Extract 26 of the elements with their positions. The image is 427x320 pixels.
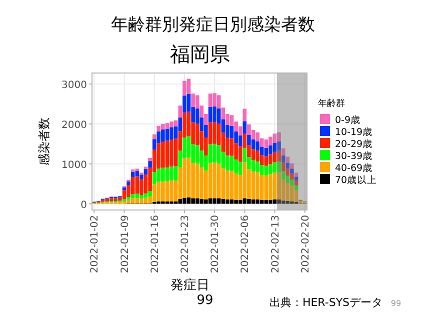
x-tick-label: 2022-02-06 [240,215,252,274]
y-tick-label: 1000 [62,160,87,171]
x-tick-label: 2022-01-09 [120,215,131,274]
source-note: 出典：HER-SYSデータ [269,296,383,309]
legend-label: 70歳以上 [335,174,378,186]
legend-title: 年齢群 [318,98,345,109]
y-tick-label: 2000 [62,120,87,131]
legend-label: 20-29歳 [335,138,373,150]
chart-title: 年齢群別発症日別感染者数 [111,15,315,35]
y-axis-title: 感染者数 [37,118,51,166]
x-tick-label: 2022-02-13 [270,215,282,274]
chart-subtitle: 福岡県 [170,42,230,66]
x-tick-label: 2022-01-30 [210,215,222,274]
legend-label: 10-19歳 [335,126,373,138]
x-tick-label: 2022-02-20 [300,215,312,274]
x-tick-label: 2022-01-23 [180,215,191,274]
y-tick-label: 3000 [62,80,87,92]
x-axis-title: 発症日 [170,278,210,293]
x-tick-label: 2022-01-02 [90,215,101,274]
x-tick-label: 2022-01-16 [150,215,161,274]
legend-label: 40-69歳 [335,162,373,174]
legend-label: 30-39歳 [335,150,373,162]
legend-label: 0-9歳 [335,114,361,126]
text: 99 [196,293,214,308]
y-tick-label: 0 [80,200,87,211]
text: 99 [390,299,402,308]
